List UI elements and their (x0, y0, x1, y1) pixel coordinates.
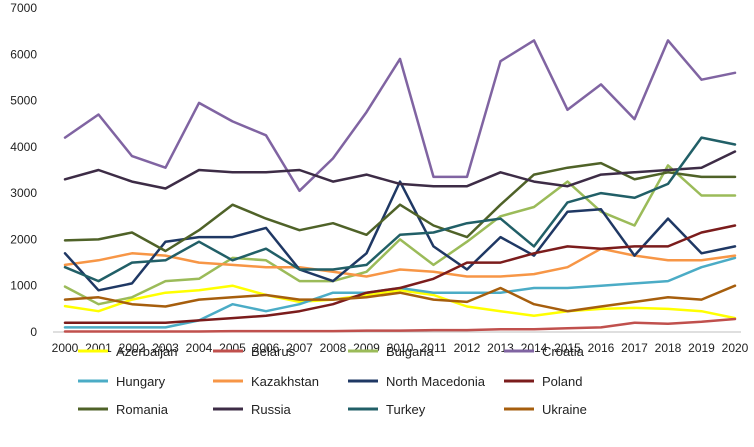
legend-item: Hungary (78, 374, 166, 389)
series-line (63, 317, 737, 333)
x-tick-label: 2018 (655, 341, 682, 355)
x-tick-label: 2003 (152, 341, 179, 355)
legend-item: Croatia (504, 344, 585, 359)
series-group (63, 317, 737, 333)
legend-item: North Macedonia (348, 374, 486, 389)
legend-label: Croatia (542, 344, 585, 359)
series-line (63, 164, 737, 306)
x-tick-label: 2012 (454, 341, 481, 355)
series-line (63, 39, 737, 193)
legend-item: Poland (504, 374, 582, 389)
series-line (63, 180, 737, 292)
series-group (63, 224, 737, 324)
series-line (63, 284, 737, 313)
x-tick-label: 2011 (421, 341, 447, 355)
series-group (63, 161, 737, 253)
legend-item: Kazakhstan (213, 374, 319, 389)
x-tick-label: 2006 (253, 341, 280, 355)
x-tick-label: 2001 (85, 341, 112, 355)
series-group (63, 284, 737, 313)
series-group (63, 39, 737, 193)
legend-label: Romania (116, 402, 169, 417)
series-group (63, 136, 737, 283)
legend-label: Russia (251, 402, 292, 417)
y-tick-label: 1000 (10, 279, 37, 293)
y-tick-label: 2000 (10, 232, 37, 246)
legend-item: Turkey (348, 402, 426, 417)
x-tick-label: 2020 (722, 341, 749, 355)
series-line (63, 150, 737, 190)
x-tick-label: 2008 (320, 341, 347, 355)
y-tick-label: 4000 (10, 140, 37, 154)
legend-item: Belarus (213, 344, 296, 359)
legend: Azerbaijan Belarus Bulgaria Croatia Hungary K… (78, 344, 587, 417)
series-line (63, 136, 737, 283)
legend-item: Russia (213, 402, 292, 417)
legend-item: Azerbaijan (78, 344, 177, 359)
x-tick-label: 2016 (588, 341, 615, 355)
x-tick-label: 2000 (52, 341, 79, 355)
x-tick-label: 2005 (219, 341, 246, 355)
x-tick-label: 2013 (487, 341, 514, 355)
legend-label: Bulgaria (386, 344, 434, 359)
legend-label: Hungary (116, 374, 166, 389)
series-line (63, 161, 737, 253)
series-line (63, 224, 737, 324)
series-layer (63, 39, 737, 333)
y-tick-label: 6000 (10, 47, 37, 61)
legend-label: Ukraine (542, 402, 587, 417)
series-group (63, 164, 737, 306)
legend-item: Bulgaria (348, 344, 434, 359)
legend-item: Ukraine (504, 402, 587, 417)
legend-item: Romania (78, 402, 169, 417)
series-group (63, 284, 737, 320)
x-tick-label: 2007 (286, 341, 313, 355)
series-group (63, 180, 737, 292)
series-line (63, 284, 737, 320)
x-tick-label: 2015 (554, 341, 581, 355)
legend-label: North Macedonia (386, 374, 486, 389)
x-tick-label: 2004 (186, 341, 213, 355)
legend-label: Belarus (251, 344, 296, 359)
legend-label: Poland (542, 374, 582, 389)
y-tick-label: 7000 (10, 1, 37, 15)
x-tick-label: 2017 (621, 341, 648, 355)
y-tick-label: 5000 (10, 94, 37, 108)
x-tick-label: 2019 (688, 341, 715, 355)
x-tick-label: 2010 (387, 341, 414, 355)
legend-label: Azerbaijan (116, 344, 177, 359)
y-tick-label: 3000 (10, 186, 37, 200)
series-group (63, 247, 737, 278)
x-tick-label: 2002 (119, 341, 146, 355)
series-line (63, 247, 737, 278)
legend-label: Kazakhstan (251, 374, 319, 389)
x-tick-label: 2009 (353, 341, 380, 355)
legend-label: Turkey (386, 402, 426, 417)
series-group (63, 150, 737, 190)
y-tick-label: 0 (30, 325, 37, 339)
